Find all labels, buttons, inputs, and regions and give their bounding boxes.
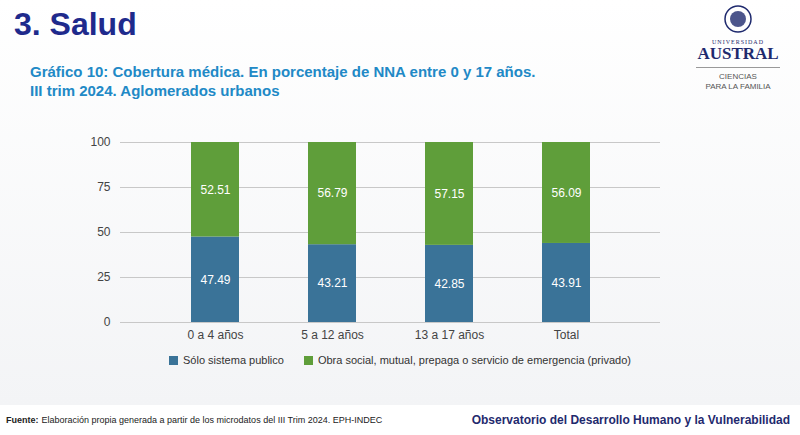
svg-text:100: 100	[90, 135, 110, 149]
svg-text:0 a 4 años: 0 a 4 años	[187, 328, 243, 342]
svg-text:56.79: 56.79	[317, 186, 347, 200]
html-text:Fuente: Elaboración propia gen: Fuente: Elaboración propia generada a pa…	[6, 415, 383, 425]
html-text:UNIVERSIDAD: UNIVERSIDAD	[712, 39, 764, 45]
html-text:AUSTRAL: AUSTRAL	[697, 44, 779, 63]
html-text:III trim 2024. Aglomerados urb: III trim 2024. Aglomerados urbanos	[30, 82, 280, 99]
svg-text:13 a 17 años: 13 a 17 años	[415, 328, 484, 342]
svg-text:5 a 12 años: 5 a 12 años	[301, 328, 364, 342]
html-text:Sólo sistema publico: Sólo sistema publico	[183, 354, 284, 366]
svg-text:52.51: 52.51	[200, 183, 230, 197]
svg-text:50: 50	[97, 225, 111, 239]
html-text:PARA LA FAMILIA: PARA LA FAMILIA	[705, 82, 771, 91]
html-text:Obra social, mutual, prepaga o: Obra social, mutual, prepaga o servicio …	[317, 354, 631, 366]
svg-text:43.91: 43.91	[551, 276, 581, 290]
svg-text:47.49: 47.49	[200, 273, 230, 287]
html-text:3. Salud: 3. Salud	[14, 6, 137, 42]
svg-text:0: 0	[104, 315, 111, 329]
svg-text:43.21: 43.21	[317, 276, 347, 290]
html-text:CIENCIAS: CIENCIAS	[719, 72, 757, 81]
svg-text:Total: Total	[554, 328, 579, 342]
svg-text:42.85: 42.85	[434, 277, 464, 291]
svg-text:25: 25	[97, 270, 111, 284]
svg-text:56.09: 56.09	[551, 186, 581, 200]
svg-text:75: 75	[97, 180, 111, 194]
html-text:Observatorio del Desarrollo Hu: Observatorio del Desarrollo Humano y la …	[471, 413, 790, 427]
svg-text:57.15: 57.15	[434, 187, 464, 201]
html-text:Gráfico 10: Cobertura médica.: Gráfico 10: Cobertura médica. En porcent…	[30, 63, 536, 80]
